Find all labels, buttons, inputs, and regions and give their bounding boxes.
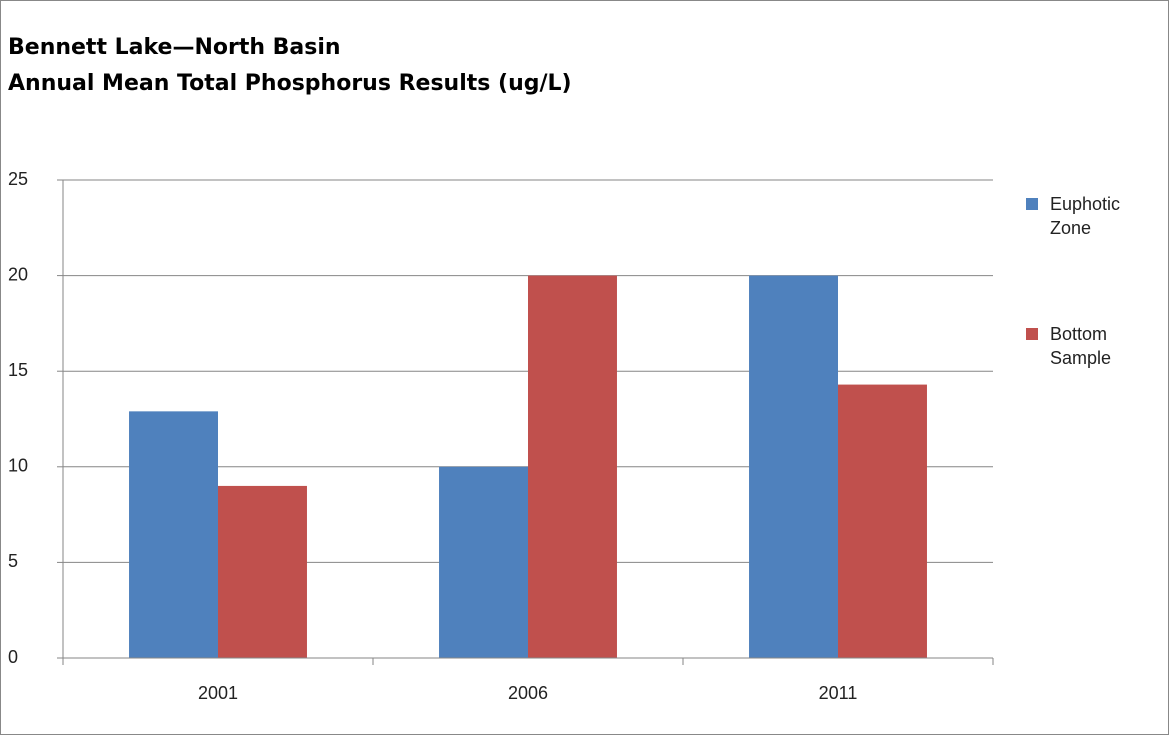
x-tick-label: 2001 <box>198 683 238 703</box>
chart-subtitle: Annual Mean Total Phosphorus Results (ug… <box>8 71 572 96</box>
chart-title: Bennett Lake—North Basin <box>8 35 341 60</box>
legend-label: Euphotic Zone <box>1050 194 1121 238</box>
legend-label: Bottom Sample <box>1050 324 1112 368</box>
bar <box>439 466 528 658</box>
bar <box>838 384 927 658</box>
x-tick-label: 2011 <box>819 683 858 703</box>
bar <box>749 275 838 658</box>
y-tick-label: 10 <box>8 456 28 476</box>
y-tick-label: 15 <box>8 360 28 380</box>
legend-swatch <box>1026 198 1038 210</box>
y-tick-label: 5 <box>8 551 18 571</box>
bar <box>129 411 218 658</box>
x-tick-label: 2006 <box>508 683 548 703</box>
legend-swatch <box>1026 328 1038 340</box>
y-tick-label: 20 <box>8 264 28 284</box>
y-tick-label: 25 <box>8 169 28 189</box>
y-tick-label: 0 <box>8 647 18 667</box>
bar <box>528 275 617 658</box>
bar <box>218 485 307 658</box>
